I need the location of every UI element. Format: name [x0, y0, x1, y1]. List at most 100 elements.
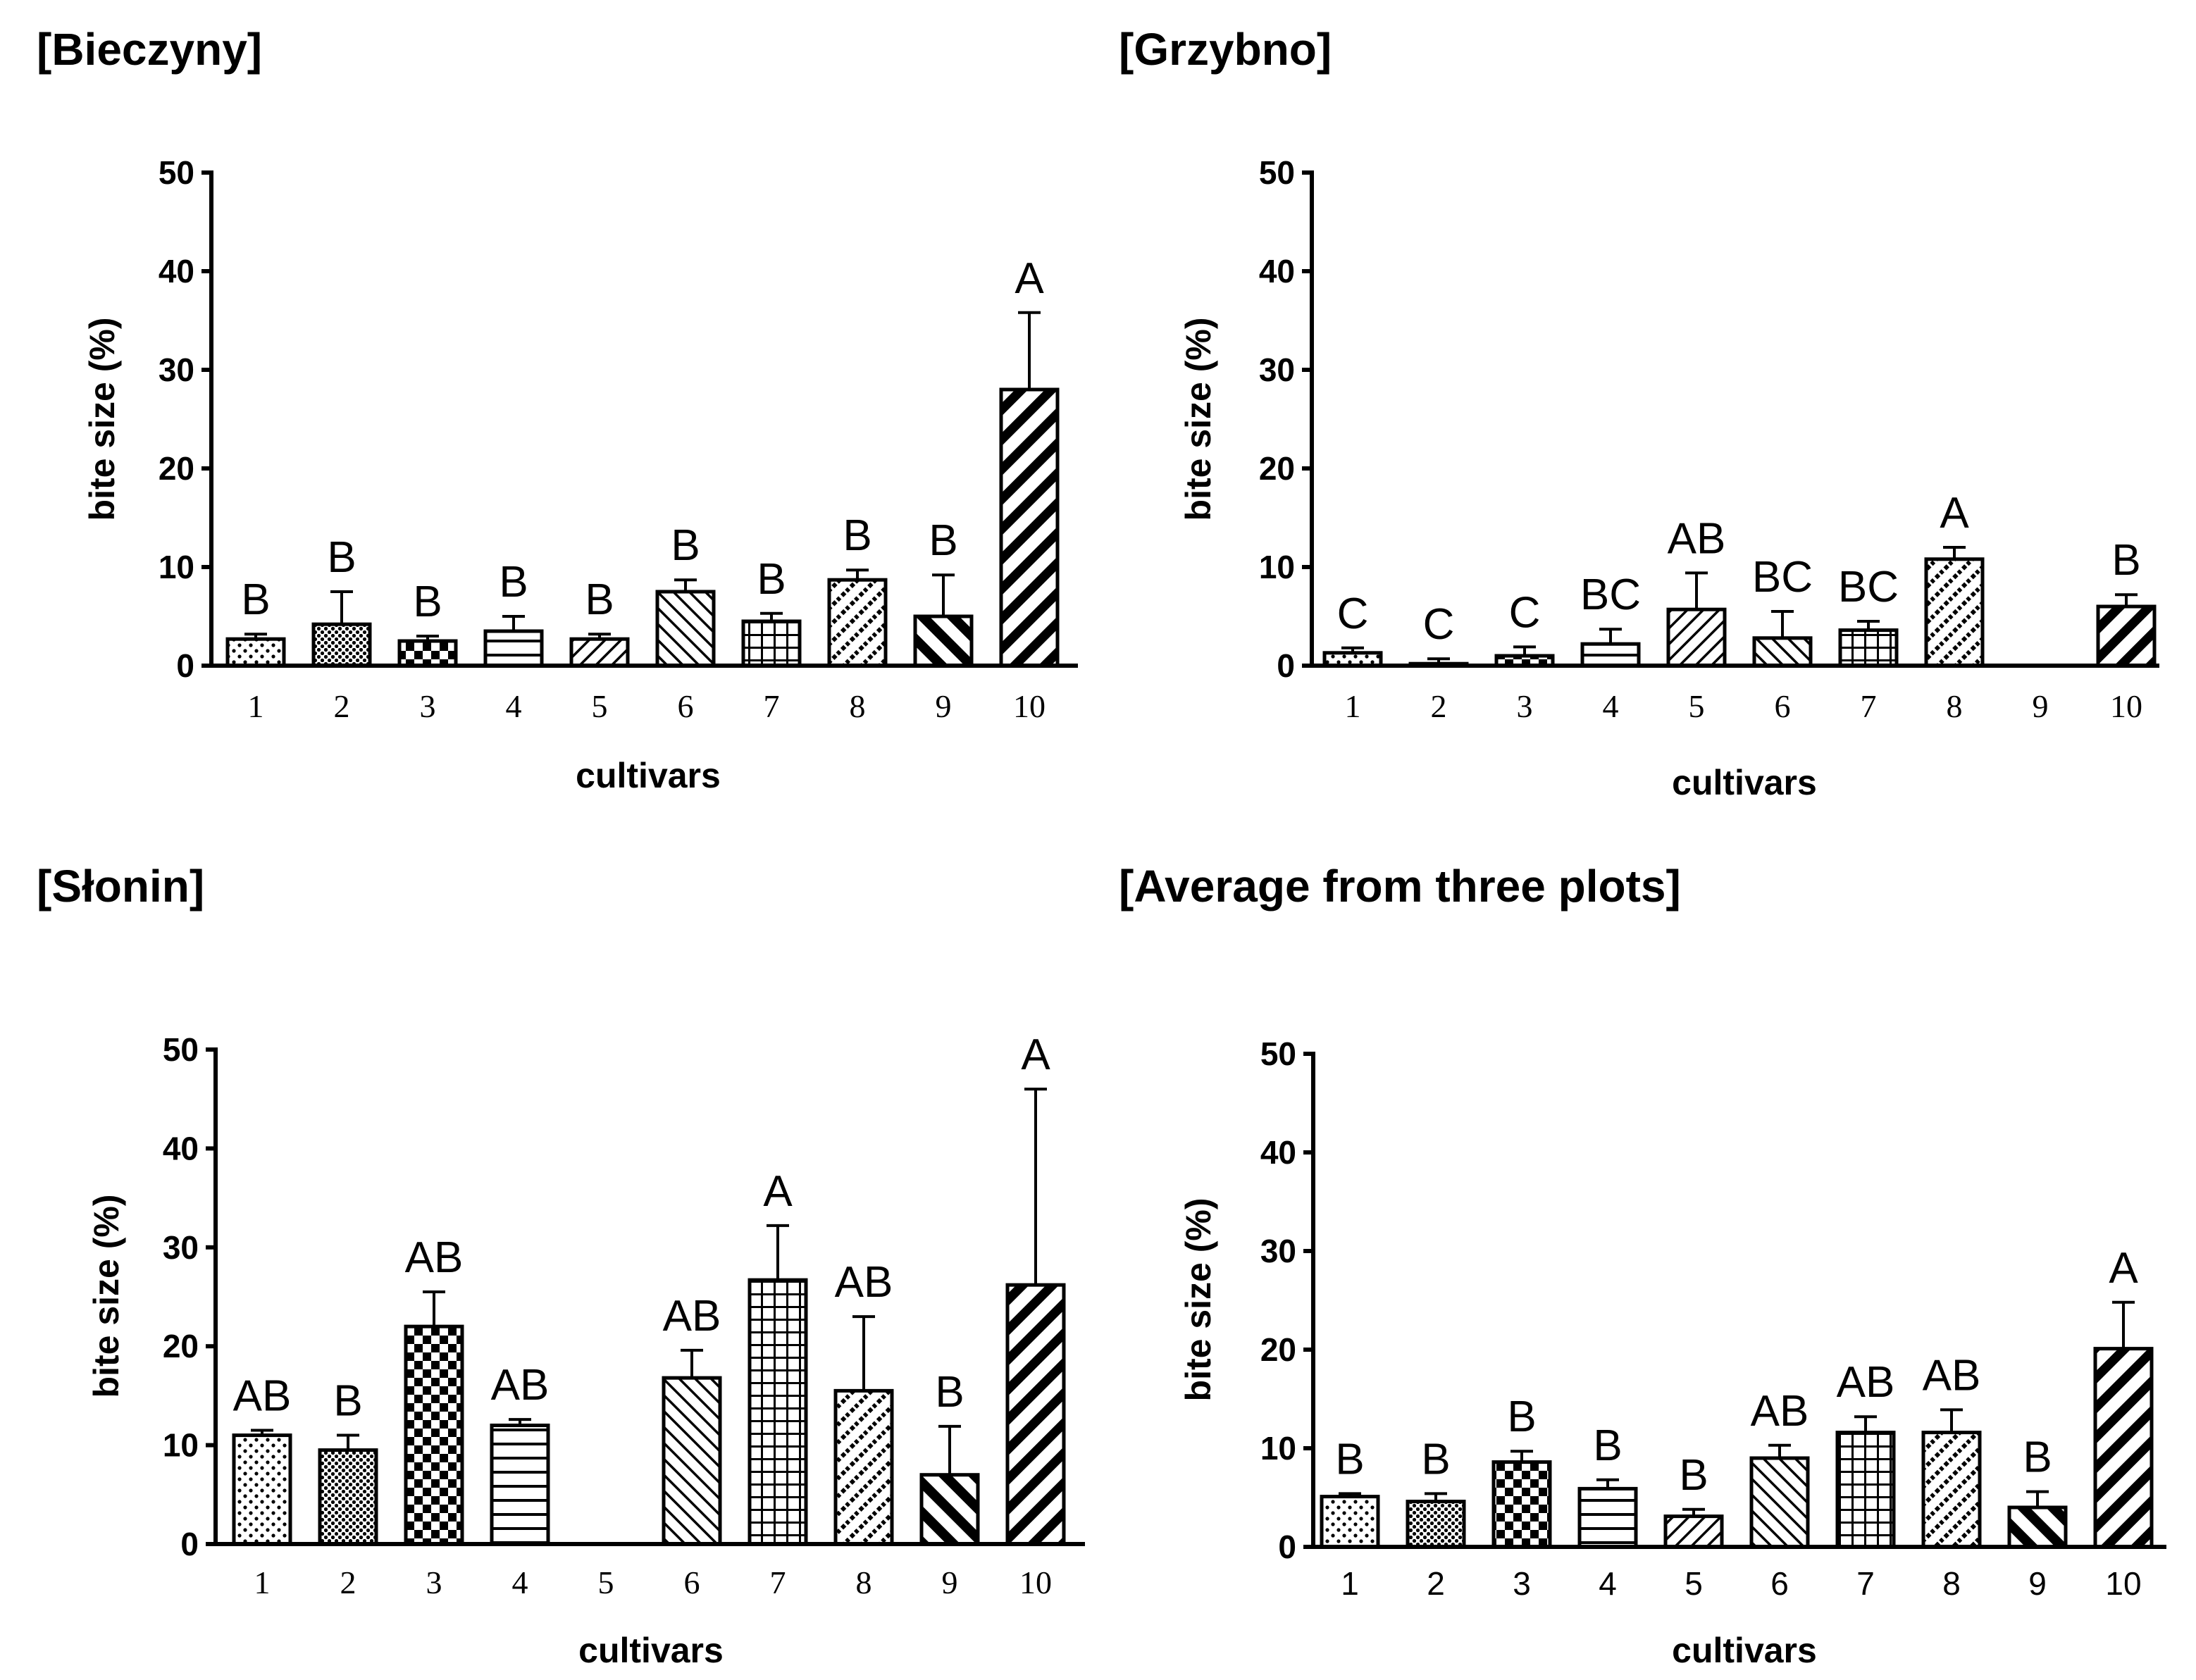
significance-letter: A [763, 1167, 793, 1216]
y-axis-label: bite size (%) [87, 1195, 126, 1398]
y-ticks: 0 10 20 30 40 50 [159, 154, 211, 684]
x-tick-label: 10 [2110, 688, 2142, 724]
bar-6 [662, 1376, 722, 1546]
bar-6 [1749, 1456, 1810, 1549]
bar-8 [1921, 1431, 1982, 1549]
y-tick-label: 0 [176, 647, 194, 684]
axes [213, 1047, 1085, 1546]
significance-letters: AB B AB AB AB A AB B A [233, 1031, 1051, 1425]
x-tick-label: 4 [1599, 1565, 1617, 1602]
x-tick-label: 9 [2028, 1565, 2047, 1602]
x-tick-label: 10 [1019, 1564, 1052, 1600]
bar-8 [1924, 557, 1985, 668]
x-tick-label: 5 [592, 688, 608, 724]
significance-letter: B [241, 575, 270, 624]
y-tick-label: 0 [180, 1526, 199, 1562]
significance-letter: A [1021, 1031, 1050, 1079]
significance-letter: B [413, 578, 442, 626]
x-tick-label: 8 [1947, 688, 1963, 724]
x-tick-label: 3 [1517, 688, 1533, 724]
x-axis-label: cultivars [578, 1631, 724, 1670]
significance-letter: C [1423, 600, 1455, 649]
x-tick-label: 1 [254, 1564, 271, 1600]
bar-9 [919, 1473, 980, 1546]
x-tick-label: 10 [1013, 688, 1046, 724]
x-tick-label: 6 [684, 1564, 700, 1600]
x-tick-label: 9 [2033, 688, 2049, 724]
significance-letter: B [843, 511, 871, 560]
significance-letter: B [2111, 536, 2140, 585]
x-ticks: 1 2 3 4 5 6 7 8 9 10 [1345, 688, 2143, 724]
y-tick-label: 20 [159, 450, 194, 487]
y-tick-label: 30 [159, 351, 194, 388]
y-tick-label: 30 [1260, 1233, 1296, 1269]
bar-10 [999, 387, 1060, 668]
significance-letter: C [1509, 588, 1541, 637]
y-ticks: 0 10 20 30 40 50 [1259, 154, 1312, 684]
significance-letter: B [671, 521, 700, 570]
y-axis-label: bite size (%) [1179, 1198, 1218, 1402]
bar-6 [1752, 636, 1813, 668]
panel-title: [Grzybno] [1119, 24, 1332, 75]
y-tick-label: 50 [163, 1031, 199, 1068]
x-tick-label: 2 [1427, 1565, 1445, 1602]
y-tick-label: 20 [163, 1328, 199, 1364]
x-tick-label: 3 [1513, 1565, 1531, 1602]
bar-8 [827, 578, 888, 668]
x-axis-label: cultivars [1672, 763, 1817, 802]
significance-letter: AB [491, 1361, 550, 1410]
bar-4 [483, 629, 544, 668]
y-tick-label: 50 [1260, 1035, 1296, 1072]
significance-letter: A [2109, 1244, 2138, 1293]
bar-10 [2096, 604, 2157, 668]
bar-1 [232, 1433, 292, 1546]
bar-6 [655, 590, 716, 668]
y-tick-label: 0 [1278, 1529, 1296, 1565]
x-tick-label: 10 [2105, 1565, 2141, 1602]
y-tick-label: 0 [1277, 647, 1295, 684]
panel-title: [Bieczyny] [37, 24, 262, 75]
significance-letter: B [1421, 1435, 1450, 1483]
x-tick-label: 8 [1942, 1565, 1961, 1602]
x-tick-label: 5 [1689, 688, 1705, 724]
y-tick-label: 40 [1260, 1134, 1296, 1171]
x-tick-label: 7 [1856, 1565, 1875, 1602]
bar-4 [1580, 642, 1641, 668]
y-tick-label: 50 [1259, 154, 1295, 191]
bar-7 [741, 619, 802, 668]
bar-10 [1005, 1283, 1066, 1546]
bar-3 [404, 1324, 464, 1546]
x-tick-label: 2 [334, 688, 350, 724]
chart-slonin: [Słonin] bite size (%) cultivars 0102030… [37, 861, 1085, 1670]
significance-letter: B [499, 558, 528, 606]
x-tick-label: 4 [512, 1564, 528, 1600]
significance-letter: B [1593, 1421, 1622, 1470]
bar-5 [1663, 1514, 1724, 1549]
bars [1320, 1300, 2154, 1549]
y-tick-label: 30 [163, 1229, 199, 1266]
bars [225, 311, 1060, 668]
panel-title: [Average from three plots] [1119, 861, 1681, 911]
significance-letter: B [935, 1368, 964, 1417]
significance-letter: BC [1838, 563, 1899, 611]
significance-letter: B [1335, 1435, 1364, 1483]
bar-7 [747, 1278, 808, 1546]
x-tick-label: 9 [936, 688, 952, 724]
x-tick-label: 7 [1861, 688, 1877, 724]
x-tick-label: 1 [1341, 1565, 1359, 1602]
y-tick-label: 20 [1259, 450, 1295, 487]
significance-letter: B [1679, 1451, 1708, 1500]
x-tick-label: 5 [598, 1564, 614, 1600]
x-tick-label: 4 [1603, 688, 1619, 724]
y-tick-label: 50 [159, 154, 194, 191]
axes [1311, 1052, 2166, 1549]
x-ticks: 1 2 3 4 5 6 7 8 9 10 [1341, 1565, 2141, 1602]
significance-letter: B [327, 533, 356, 582]
bar-1 [225, 637, 286, 668]
bars [232, 1088, 1066, 1546]
bar-4 [490, 1424, 550, 1546]
significance-letter: AB [835, 1258, 893, 1307]
bar-8 [833, 1388, 894, 1546]
x-ticks: 1 2 3 4 5 6 7 8 9 10 [254, 1564, 1053, 1600]
significance-letter: B [585, 575, 614, 624]
